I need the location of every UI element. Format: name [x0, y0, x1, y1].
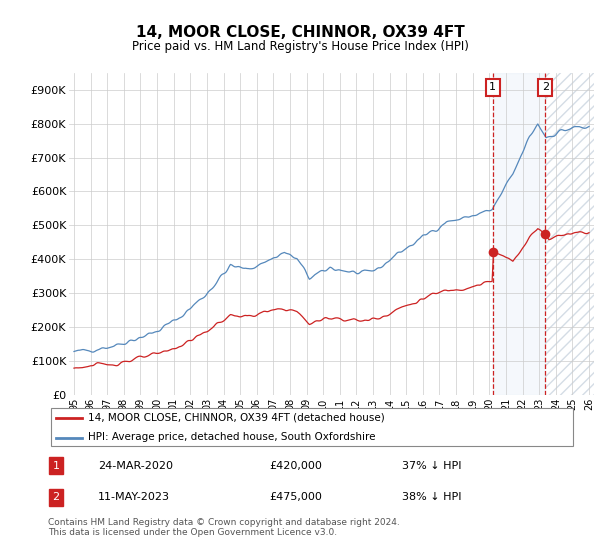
Text: 14, MOOR CLOSE, CHINNOR, OX39 4FT: 14, MOOR CLOSE, CHINNOR, OX39 4FT [136, 25, 464, 40]
Text: £420,000: £420,000 [270, 461, 323, 471]
Text: 24-MAR-2020: 24-MAR-2020 [98, 461, 173, 471]
Text: 37% ↓ HPI: 37% ↓ HPI [402, 461, 461, 471]
Bar [493, 73, 545, 395]
Text: 2: 2 [542, 82, 549, 92]
Text: 1: 1 [490, 82, 496, 92]
Text: 38% ↓ HPI: 38% ↓ HPI [402, 492, 461, 502]
Text: Contains HM Land Registry data © Crown copyright and database right 2024.
This d: Contains HM Land Registry data © Crown c… [48, 518, 400, 538]
Text: Price paid vs. HM Land Registry's House Price Index (HPI): Price paid vs. HM Land Registry's House … [131, 40, 469, 53]
Text: 11-MAY-2023: 11-MAY-2023 [98, 492, 170, 502]
Text: 2: 2 [52, 492, 59, 502]
Text: 14, MOOR CLOSE, CHINNOR, OX39 4FT (detached house): 14, MOOR CLOSE, CHINNOR, OX39 4FT (detac… [88, 413, 385, 423]
FancyBboxPatch shape [50, 408, 574, 446]
Text: £475,000: £475,000 [270, 492, 323, 502]
Text: HPI: Average price, detached house, South Oxfordshire: HPI: Average price, detached house, Sout… [88, 432, 375, 442]
Bar [545, 73, 594, 395]
Text: 1: 1 [52, 461, 59, 471]
